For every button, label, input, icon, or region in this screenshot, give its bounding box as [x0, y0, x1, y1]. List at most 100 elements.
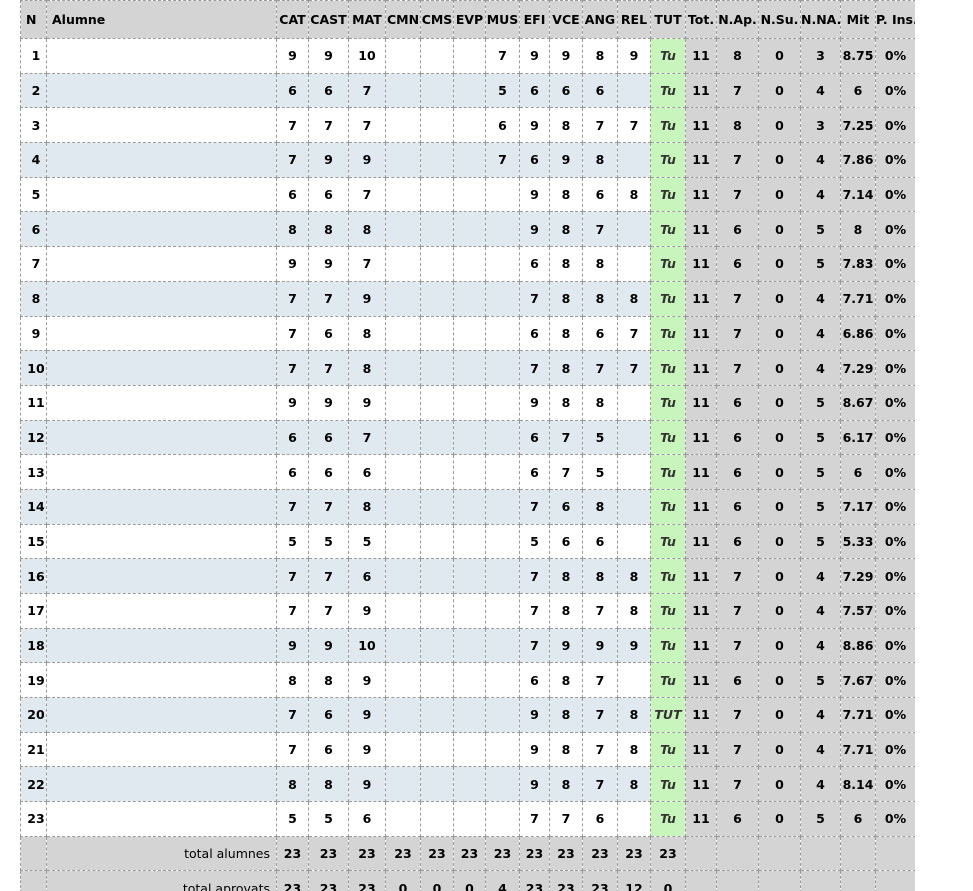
- column-header-vce[interactable]: VCE: [549, 0, 583, 39]
- grade-cell-efi[interactable]: 6: [519, 662, 550, 699]
- grade-cell-mat[interactable]: 8: [348, 350, 386, 386]
- grade-cell-rel[interactable]: 7: [617, 315, 651, 352]
- grade-cell-evp[interactable]: [453, 627, 486, 664]
- tutoria-cell[interactable]: Tu: [650, 662, 686, 699]
- grade-cell-vce[interactable]: 8: [549, 766, 583, 803]
- grade-cell-mat[interactable]: 9: [348, 142, 386, 178]
- grade-cell-cms[interactable]: [420, 384, 454, 421]
- grade-cell-evp[interactable]: [453, 488, 486, 525]
- grade-cell-cat[interactable]: 9: [276, 627, 309, 664]
- grade-cell-evp[interactable]: [453, 801, 486, 837]
- column-header-ang[interactable]: ANG: [582, 0, 618, 39]
- grade-cell-cmn[interactable]: [385, 662, 421, 699]
- grade-cell-efi[interactable]: 6: [519, 315, 550, 352]
- grade-cell-cast[interactable]: 6: [308, 731, 349, 768]
- student-name-cell[interactable]: [46, 38, 277, 74]
- grade-cell-vce[interactable]: 8: [549, 384, 583, 421]
- grade-cell-cat[interactable]: 5: [276, 801, 309, 837]
- grade-cell-rel[interactable]: 8: [617, 280, 651, 317]
- grade-cell-rel[interactable]: 8: [617, 731, 651, 768]
- grade-cell-cat[interactable]: 6: [276, 72, 309, 109]
- grade-cell-vce[interactable]: 8: [549, 211, 583, 248]
- grade-cell-ang[interactable]: 9: [582, 627, 618, 664]
- grade-cell-vce[interactable]: 9: [549, 142, 583, 178]
- column-header-cat[interactable]: CAT: [276, 0, 309, 39]
- grade-cell-efi[interactable]: 6: [519, 142, 550, 178]
- tutoria-cell[interactable]: Tu: [650, 384, 686, 421]
- column-header-n-ap[interactable]: N.Ap.: [716, 0, 759, 39]
- grade-cell-ang[interactable]: 8: [582, 142, 618, 178]
- grade-cell-rel[interactable]: [617, 72, 651, 109]
- tutoria-cell[interactable]: Tu: [650, 350, 686, 386]
- grade-cell-rel[interactable]: 9: [617, 38, 651, 74]
- grade-cell-mus[interactable]: [485, 454, 520, 490]
- grade-cell-mat[interactable]: 9: [348, 662, 386, 699]
- grade-cell-ang[interactable]: 7: [582, 107, 618, 144]
- grade-cell-rel[interactable]: [617, 384, 651, 421]
- grade-cell-cmn[interactable]: [385, 766, 421, 803]
- grade-cell-evp[interactable]: [453, 419, 486, 456]
- grade-cell-rel[interactable]: 8: [617, 766, 651, 803]
- student-name-cell[interactable]: [46, 766, 277, 803]
- grade-cell-cast[interactable]: 7: [308, 280, 349, 317]
- grade-cell-mus[interactable]: [485, 523, 520, 560]
- grade-cell-mus[interactable]: 7: [485, 38, 520, 74]
- column-header-tot[interactable]: Tot.: [685, 0, 717, 39]
- grade-cell-evp[interactable]: [453, 662, 486, 699]
- grade-cell-cms[interactable]: [420, 176, 454, 213]
- grade-cell-mat[interactable]: 8: [348, 211, 386, 248]
- grade-cell-cmn[interactable]: [385, 593, 421, 629]
- student-name-cell[interactable]: [46, 142, 277, 178]
- grade-cell-ang[interactable]: 7: [582, 211, 618, 248]
- grade-cell-ang[interactable]: 7: [582, 350, 618, 386]
- column-header-evp[interactable]: EVP: [453, 0, 486, 39]
- grade-cell-mat[interactable]: 5: [348, 523, 386, 560]
- grade-cell-rel[interactable]: [617, 523, 651, 560]
- grade-cell-rel[interactable]: 9: [617, 627, 651, 664]
- grade-cell-cms[interactable]: [420, 731, 454, 768]
- grade-cell-cmn[interactable]: [385, 731, 421, 768]
- grade-cell-evp[interactable]: [453, 72, 486, 109]
- grade-cell-mus[interactable]: [485, 211, 520, 248]
- grade-cell-rel[interactable]: 8: [617, 697, 651, 733]
- tutoria-cell[interactable]: Tu: [650, 454, 686, 490]
- grade-cell-vce[interactable]: 7: [549, 419, 583, 456]
- grade-cell-rel[interactable]: 7: [617, 350, 651, 386]
- grade-cell-cat[interactable]: 7: [276, 731, 309, 768]
- grade-cell-ang[interactable]: 8: [582, 488, 618, 525]
- grade-cell-rel[interactable]: [617, 801, 651, 837]
- tutoria-cell[interactable]: Tu: [650, 766, 686, 803]
- student-name-cell[interactable]: [46, 350, 277, 386]
- student-name-cell[interactable]: [46, 315, 277, 352]
- grade-cell-cmn[interactable]: [385, 246, 421, 282]
- grade-cell-cat[interactable]: 6: [276, 454, 309, 490]
- column-header-n-su[interactable]: N.Su.: [758, 0, 801, 39]
- grade-cell-cast[interactable]: 9: [308, 384, 349, 421]
- grade-cell-cat[interactable]: 6: [276, 176, 309, 213]
- grade-cell-ang[interactable]: 8: [582, 246, 618, 282]
- column-header-mit[interactable]: Mit: [840, 0, 876, 39]
- column-header-cms[interactable]: CMS: [420, 0, 454, 39]
- grade-cell-cms[interactable]: [420, 142, 454, 178]
- tutoria-cell[interactable]: Tu: [650, 72, 686, 109]
- grade-cell-efi[interactable]: 6: [519, 419, 550, 456]
- grade-cell-mat[interactable]: 8: [348, 488, 386, 525]
- student-name-cell[interactable]: [46, 384, 277, 421]
- grade-cell-cast[interactable]: 9: [308, 246, 349, 282]
- grade-cell-ang[interactable]: 8: [582, 38, 618, 74]
- grade-cell-cms[interactable]: [420, 419, 454, 456]
- grade-cell-cms[interactable]: [420, 523, 454, 560]
- grade-cell-mus[interactable]: 5: [485, 72, 520, 109]
- grade-cell-cat[interactable]: 7: [276, 593, 309, 629]
- grade-cell-evp[interactable]: [453, 558, 486, 594]
- grade-cell-cmn[interactable]: [385, 350, 421, 386]
- tutoria-cell[interactable]: Tu: [650, 142, 686, 178]
- grade-cell-ang[interactable]: 8: [582, 558, 618, 594]
- grade-cell-ang[interactable]: 6: [582, 176, 618, 213]
- grade-cell-cast[interactable]: 8: [308, 662, 349, 699]
- student-name-cell[interactable]: [46, 280, 277, 317]
- grade-cell-ang[interactable]: 7: [582, 731, 618, 768]
- grade-cell-ang[interactable]: 7: [582, 662, 618, 699]
- grade-cell-mat[interactable]: 10: [348, 38, 386, 74]
- tutoria-cell[interactable]: Tu: [650, 523, 686, 560]
